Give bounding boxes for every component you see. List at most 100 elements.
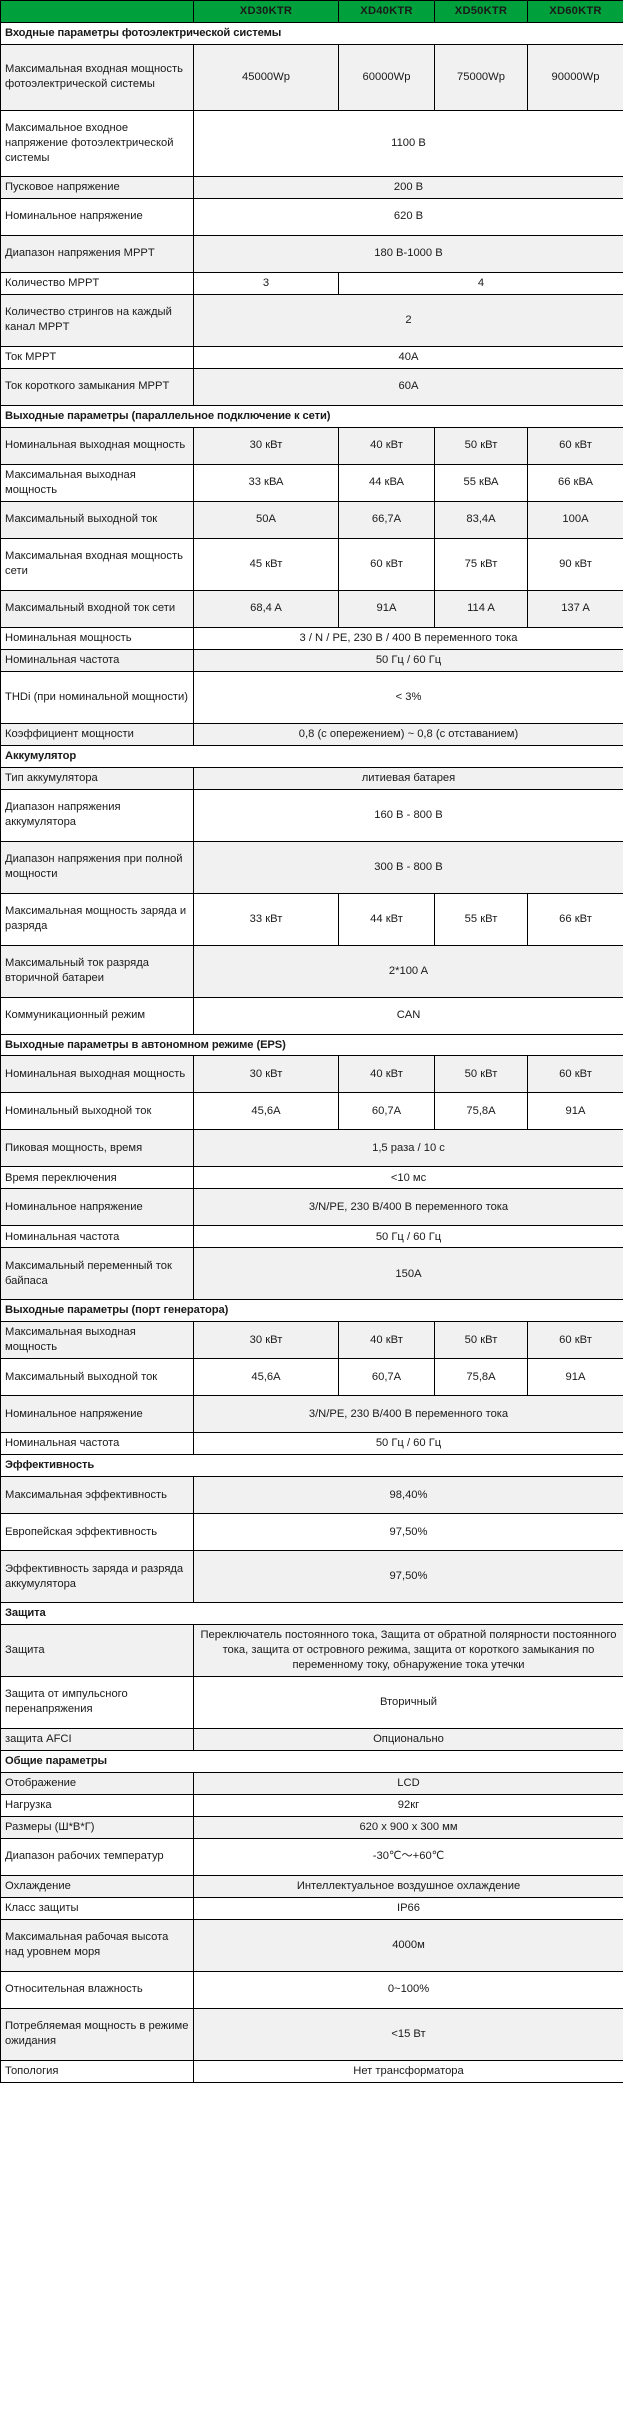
table-row: Номинальная мощность 3 / N / PE, 230 В / … xyxy=(0,626,623,650)
row-label: Максимальная выходная мощность xyxy=(0,1321,194,1360)
table-row: Диапазон рабочих температур -30℃～+60℃ xyxy=(0,1837,623,1876)
row-label: Диапазон рабочих температур xyxy=(0,1837,194,1876)
row-value: 75,8A xyxy=(434,1092,528,1131)
row-value: 60A xyxy=(193,367,623,406)
section-title: Общие параметры xyxy=(0,1749,623,1773)
row-value: 100A xyxy=(527,500,623,539)
row-label: защита AFCI xyxy=(0,1727,194,1751)
row-label: Максимальный выходной ток xyxy=(0,500,194,539)
table-row: Относительная влажность 0~100% xyxy=(0,1970,623,2009)
table-row: Потребляемая мощность в режиме ожидания <… xyxy=(0,2007,623,2061)
row-label: Номинальное напряжение xyxy=(0,197,194,236)
section-header-row: Аккумулятор xyxy=(0,744,623,768)
table-row: Максимальный входной ток сети 68,4 A 91A 11… xyxy=(0,589,623,628)
row-value: 160 В - 800 В xyxy=(193,788,623,842)
row-label: Пиковая мощность, время xyxy=(0,1129,194,1168)
table-row: Максимальный переменный ток байпаса 150A xyxy=(0,1247,623,1301)
table-row: Номинальный выходной ток 45,6A 60,7A 75,8A 9… xyxy=(0,1092,623,1131)
table-row: Номинальная частота 50 Гц / 60 Гц xyxy=(0,648,623,672)
row-label: Номинальная частота xyxy=(0,1432,194,1456)
row-label: Номинальная выходная мощность xyxy=(0,1055,194,1094)
row-label: Относительная влажность xyxy=(0,1970,194,2009)
row-label: Номинальное напряжение xyxy=(0,1395,194,1434)
row-label: Максимальная рабочая высота над уровнем … xyxy=(0,1918,194,1972)
row-value: 30 кВт xyxy=(193,426,339,465)
row-value: 45,6A xyxy=(193,1358,339,1397)
row-value: 91A xyxy=(527,1358,623,1397)
row-value: 68,4 A xyxy=(193,589,339,628)
table-row: Время переключения <10 мс xyxy=(0,1166,623,1190)
table-row: Максимальная выходная мощность 30 кВт 40 к… xyxy=(0,1321,623,1360)
row-label: Максимальное входное напряжение фотоэлек… xyxy=(0,109,194,177)
row-value: 50 кВт xyxy=(434,1055,528,1094)
section-title: Эффективность xyxy=(0,1454,623,1478)
table-row: Нагрузка 92кг xyxy=(0,1793,623,1817)
row-value: 90 кВт xyxy=(527,537,623,591)
row-value: 97,50% xyxy=(193,1550,623,1604)
table-row: Номинальное напряжение 3/N/PE, 230 В/400 … xyxy=(0,1188,623,1227)
row-value: 66 кВА xyxy=(527,463,623,502)
row-value: 30 кВт xyxy=(193,1321,339,1360)
row-label: Максимальный переменный ток байпаса xyxy=(0,1247,194,1301)
table-row: Максимальный выходной ток 45,6A 60,7A 75,8A… xyxy=(0,1358,623,1397)
section-header-row: Входные параметры фотоэлектрической сист… xyxy=(0,21,623,45)
section-title: Выходные параметры в автономном режиме (… xyxy=(0,1033,623,1057)
row-label: Ток MPPT xyxy=(0,345,194,369)
row-value: 4000м xyxy=(193,1918,623,1972)
row-value: 60 кВт xyxy=(527,1321,623,1360)
row-label: Максимальная входная мощность сети xyxy=(0,537,194,591)
table-row: Защита от импульсного перенапряжения Втор… xyxy=(0,1675,623,1729)
table-row: Номинальная выходная мощность 30 кВт 40 кВ… xyxy=(0,426,623,465)
row-value: 40 кВт xyxy=(338,426,435,465)
row-value: 75 кВт xyxy=(434,537,528,591)
section-header-row: Выходные параметры (параллельное подключ… xyxy=(0,404,623,428)
row-value: 50 Гц / 60 Гц xyxy=(193,1225,623,1249)
model-header-xd30ktr: XD30KTR xyxy=(193,0,339,23)
row-label: THDi (при номинальной мощности) xyxy=(0,670,194,724)
table-row: Топология Нет трансформатора xyxy=(0,2059,623,2083)
row-label: Ток короткого замыкания MPPT xyxy=(0,367,194,406)
row-label: Коммуникационный режим xyxy=(0,996,194,1035)
table-row: Максимальная входная мощность фотоэлектр… xyxy=(0,43,623,111)
table-row: Количество стрингов на каждый канал MPPT… xyxy=(0,293,623,347)
row-label: Максимальный ток разряда вторичной батар… xyxy=(0,944,194,998)
row-value: 98,40% xyxy=(193,1476,623,1515)
table-row: Максимальная рабочая высота над уровнем … xyxy=(0,1918,623,1972)
row-label: Количество стрингов на каждый канал MPPT xyxy=(0,293,194,347)
row-value: < 3% xyxy=(193,670,623,724)
row-value: 60,7A xyxy=(338,1358,435,1397)
row-value: 1,5 раза / 10 с xyxy=(193,1129,623,1168)
row-label: Защита от импульсного перенапряжения xyxy=(0,1675,194,1729)
section-header-row: Выходные параметры в автономном режиме (… xyxy=(0,1033,623,1057)
row-label: Эффективность заряда и разряда аккумулят… xyxy=(0,1550,194,1604)
row-label: Защита xyxy=(0,1624,194,1677)
table-row: Тип аккумулятора литиевая батарея xyxy=(0,766,623,790)
row-value: Интеллектуальное воздушное охлаждение xyxy=(193,1874,623,1898)
table-row: Пусковое напряжение 200 В xyxy=(0,175,623,199)
row-value: 2 xyxy=(193,293,623,347)
row-value: LCD xyxy=(193,1771,623,1795)
row-label: Диапазон напряжения при полной мощности xyxy=(0,840,194,894)
header-blank-cell xyxy=(0,0,194,23)
row-value: 45 кВт xyxy=(193,537,339,591)
row-value: 30 кВт xyxy=(193,1055,339,1094)
table-row: Отображение LCD xyxy=(0,1771,623,1795)
table-row: Пиковая мощность, время 1,5 раза / 10 с xyxy=(0,1129,623,1168)
row-value: 300 В - 800 В xyxy=(193,840,623,894)
row-value: Опционально xyxy=(193,1727,623,1751)
table-row: Максимальная эффективность 98,40% xyxy=(0,1476,623,1515)
row-value: Нет трансформатора xyxy=(193,2059,623,2083)
table-row: Класс защиты IP66 xyxy=(0,1896,623,1920)
model-header-xd50ktr: XD50KTR xyxy=(434,0,528,23)
row-label: Диапазон напряжения аккумулятора xyxy=(0,788,194,842)
row-value: IP66 xyxy=(193,1896,623,1920)
row-value: 114 A xyxy=(434,589,528,628)
row-label: Охлаждение xyxy=(0,1874,194,1898)
row-label: Размеры (Ш*В*Г) xyxy=(0,1815,194,1839)
table-row: Диапазон напряжения MPPT 180 В-1000 В xyxy=(0,234,623,273)
section-header-row: Выходные параметры (порт генератора) xyxy=(0,1299,623,1323)
row-value: 44 кВА xyxy=(338,463,435,502)
row-value: 97,50% xyxy=(193,1513,623,1552)
row-label: Класс защиты xyxy=(0,1896,194,1920)
section-title: Аккумулятор xyxy=(0,744,623,768)
